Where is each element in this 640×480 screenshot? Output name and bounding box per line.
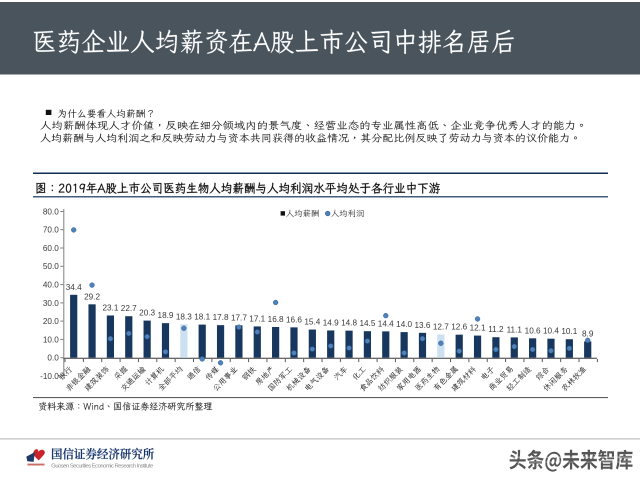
svg-text:18.1: 18.1 — [194, 313, 210, 322]
svg-text:12.1: 12.1 — [470, 324, 486, 333]
svg-text:14.4: 14.4 — [378, 319, 394, 328]
svg-text:23.1: 23.1 — [102, 303, 118, 312]
svg-text:14.0: 14.0 — [396, 320, 412, 329]
svg-text:50.0: 50.0 — [43, 262, 59, 271]
svg-text:10.6: 10.6 — [525, 326, 541, 335]
svg-text:29.2: 29.2 — [84, 292, 100, 301]
svg-text:16.8: 16.8 — [268, 315, 284, 324]
svg-text:0.0: 0.0 — [47, 354, 59, 363]
svg-text:8.9: 8.9 — [582, 329, 594, 338]
svg-text:12.7: 12.7 — [433, 322, 449, 331]
svg-text:10.4: 10.4 — [543, 327, 559, 336]
svg-text:10.0: 10.0 — [43, 335, 59, 344]
svg-text:10.1: 10.1 — [561, 327, 577, 336]
svg-text:-10.0: -10.0 — [40, 372, 59, 381]
svg-text:17.8: 17.8 — [213, 313, 229, 322]
svg-text:14.9: 14.9 — [323, 318, 339, 327]
svg-text:80.0: 80.0 — [43, 207, 59, 216]
svg-text:18.9: 18.9 — [158, 311, 174, 320]
svg-text:15.4: 15.4 — [304, 318, 320, 327]
svg-text:40.0: 40.0 — [43, 281, 59, 290]
svg-text:17.1: 17.1 — [249, 314, 265, 323]
svg-text:20.3: 20.3 — [139, 309, 155, 318]
svg-text:16.6: 16.6 — [286, 315, 302, 324]
svg-text:17.7: 17.7 — [231, 313, 247, 322]
svg-text:14.5: 14.5 — [359, 319, 375, 328]
svg-text:12.6: 12.6 — [451, 323, 467, 332]
svg-text:70.0: 70.0 — [43, 226, 59, 235]
svg-text:60.0: 60.0 — [43, 244, 59, 253]
svg-text:14.8: 14.8 — [341, 319, 357, 328]
svg-text:30.0: 30.0 — [43, 299, 59, 308]
svg-text:13.6: 13.6 — [415, 321, 431, 330]
svg-text:18.3: 18.3 — [176, 312, 192, 321]
svg-text:11.2: 11.2 — [488, 325, 504, 334]
svg-text:11.1: 11.1 — [507, 325, 523, 334]
svg-text:34.4: 34.4 — [66, 283, 82, 292]
svg-text:22.7: 22.7 — [121, 304, 137, 313]
svg-text:Guosen Securities Economic Res: Guosen Securities Economic Research Inst… — [51, 464, 153, 470]
svg-text:20.0: 20.0 — [43, 317, 59, 326]
